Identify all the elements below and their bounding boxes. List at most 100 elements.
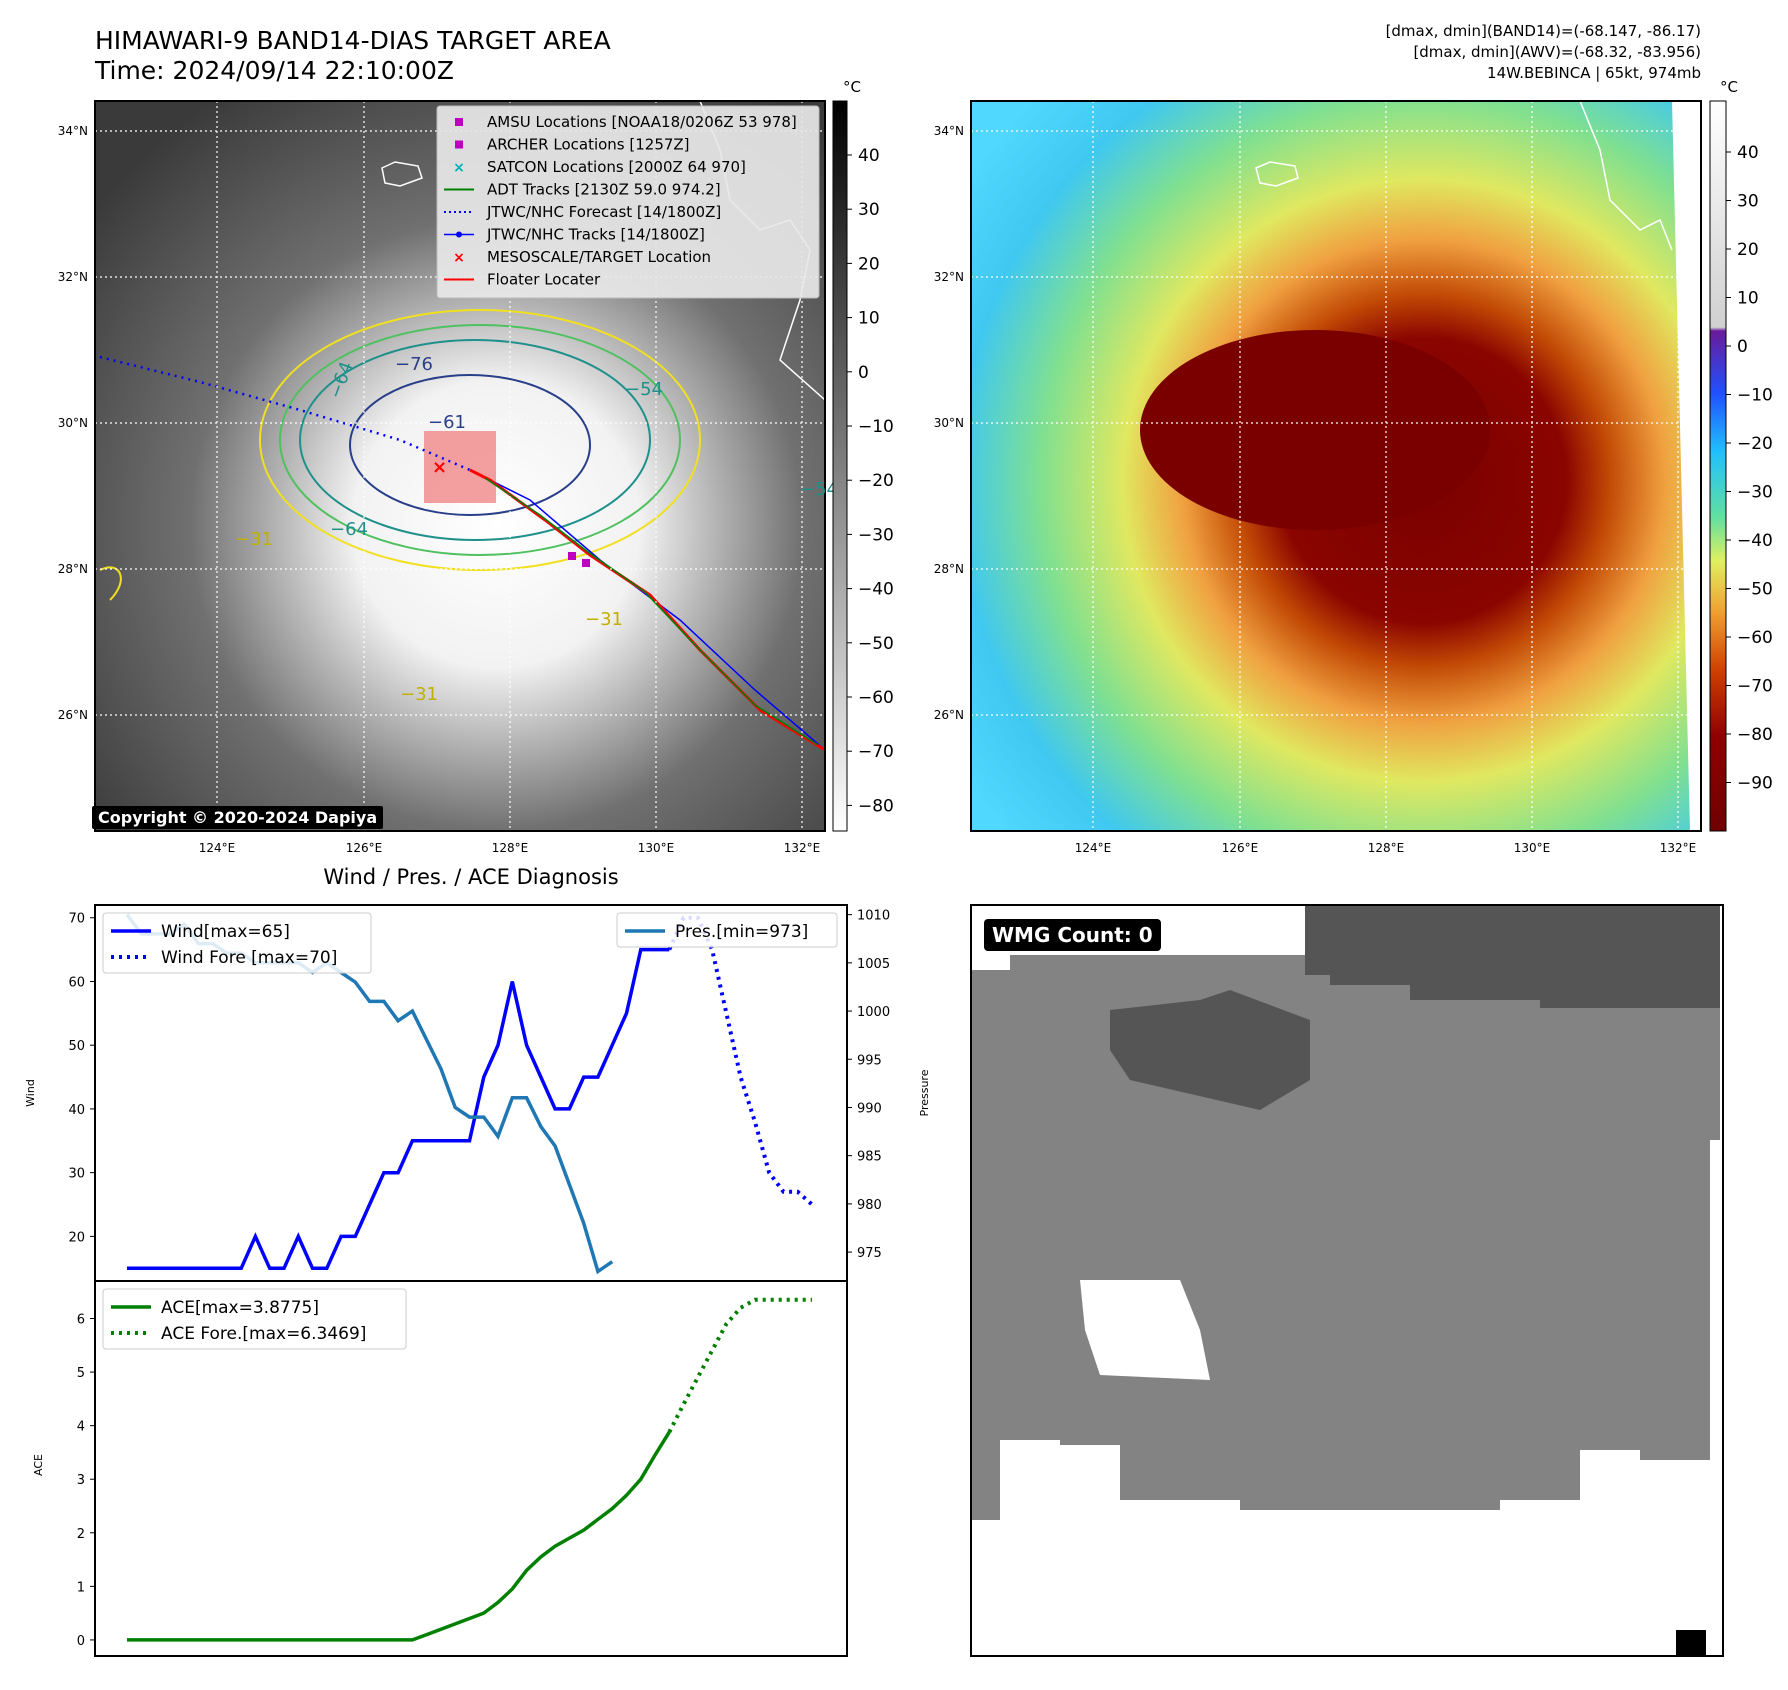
y-right-tick-label: 985	[857, 1150, 882, 1165]
colorbar-tick-label: 0	[858, 363, 869, 383]
colorbar-tick-label: −90	[1737, 774, 1773, 794]
storm-info: 14W.BEBINCA | 65kt, 974mb	[1487, 64, 1701, 82]
jtwc-forecast-track	[99, 355, 471, 472]
coastline-island	[1255, 161, 1299, 187]
lon-tick: 124°E	[1075, 841, 1112, 855]
series-line	[667, 1297, 812, 1434]
colorbar-tick-label: −40	[858, 580, 894, 600]
colorbar-tick-label: −20	[1737, 434, 1773, 454]
contour-yellow	[259, 309, 701, 571]
archer-marker	[582, 559, 590, 567]
wmg-count-badge: WMG Count: 0	[984, 919, 1161, 951]
awv-no-data	[1672, 101, 1701, 831]
y-right-tick-label: 980	[857, 1198, 882, 1213]
contour-label: −54	[800, 479, 838, 500]
legend-marker	[455, 140, 463, 149]
lon-tick: 126°E	[346, 841, 383, 855]
colorbar-tick-label: −50	[858, 634, 894, 654]
coastline-island	[381, 161, 423, 187]
colorbar-tick-label: −30	[858, 525, 894, 545]
lon-tick: 128°E	[492, 841, 529, 855]
lat-tick: 28°N	[58, 562, 88, 576]
lon-tick: 130°E	[638, 841, 675, 855]
colorbar-tick-label: −60	[858, 688, 894, 708]
contour-fragment	[99, 566, 122, 601]
ir-colorbar-ticks: 40 30 20 10 0 −10 −20 −30 −40 −50 −60 −70 −80	[847, 146, 894, 816]
y-tick-label: 2	[77, 1527, 85, 1542]
legend-entry: ACE[max=3.8775]	[161, 1298, 319, 1318]
lon-tick: 128°E	[1368, 841, 1405, 855]
awv-colorbar	[1709, 100, 1727, 832]
contour-navy	[349, 374, 591, 516]
y-right-tick-label: 990	[857, 1101, 882, 1116]
lon-tick: 130°E	[1514, 841, 1551, 855]
y-tick-label: 0	[77, 1634, 85, 1649]
y-tick-label: 40	[68, 1103, 85, 1118]
awv-map-panel: 34°N 32°N 30°N 28°N 26°N 124°E 126°E 128…	[934, 78, 1773, 855]
contour-label: −31	[400, 684, 438, 705]
colorbar-tick-label: −80	[1737, 725, 1773, 745]
awv-frame	[970, 100, 1702, 832]
wmg-black-region	[1676, 1630, 1706, 1656]
wmg-dark-region	[1110, 990, 1310, 1110]
contour-label: −54	[625, 379, 663, 400]
lon-tick: 132°E	[784, 841, 821, 855]
target-marker: ×	[432, 457, 447, 478]
wmg-frame	[970, 904, 1724, 1657]
legend-entry: ACE Fore.[max=6.3469]	[161, 1324, 366, 1344]
dmax-band14-info: [dmax, dmin](BAND14)=(-68.147, -86.17)	[1385, 22, 1701, 40]
lat-tick: 30°N	[934, 416, 964, 430]
colorbar-tick-label: −30	[1737, 483, 1773, 503]
coastline-kyushu	[1579, 101, 1673, 251]
wind-pressure-chart: 20 30 40 50 60 70 975 980 985 990 995 1000 1005 1010 W…	[68, 909, 890, 1275]
legend-entry: SATCON Locations [2000Z 64 970]	[487, 158, 746, 176]
contour-green	[279, 324, 681, 556]
colorbar-tick-label: −70	[858, 742, 894, 762]
y-tick-label: 60	[68, 975, 85, 990]
colorbar-tick-label: 40	[1737, 143, 1759, 163]
chart-legend	[616, 912, 838, 948]
contour-label: −64	[330, 519, 368, 540]
lat-tick: 26°N	[58, 708, 88, 722]
legend-entry: ADT Tracks [2130Z 59.0 974.2]	[487, 181, 721, 199]
dmax-awv-info: [dmax, dmin](AWV)=(-68.32, -83.956)	[1413, 43, 1701, 61]
colorbar-tick-label: −10	[858, 417, 894, 437]
chart-legend	[102, 1288, 407, 1350]
chart-legend	[102, 912, 372, 974]
wmg-panel	[970, 904, 1724, 1657]
contour-label: −31	[235, 529, 273, 550]
y-right-tick-label: 1000	[857, 1005, 890, 1020]
colorbar-tick-label: −50	[1737, 580, 1773, 600]
awv-gridlines	[971, 101, 1701, 831]
legend-marker	[456, 231, 462, 238]
lat-tick: 28°N	[934, 562, 964, 576]
lat-tick: 34°N	[58, 124, 88, 138]
y-tick-label: 3	[77, 1473, 85, 1488]
ir-frame	[94, 100, 826, 832]
legend-entry: Pres.[min=973]	[675, 922, 808, 942]
wmg-clear-region	[1080, 1280, 1210, 1380]
colorbar-tick-label: −40	[1737, 531, 1773, 551]
ace-chart: 0 1 2 3 4 5 6 ACE[max=3.8775] ACE Fore.[max=6.34…	[77, 1288, 812, 1649]
contour-label: −31	[585, 609, 623, 630]
amsu-marker	[568, 552, 576, 560]
ir-colorbar	[832, 100, 848, 832]
ir-colorbar-unit: °C	[843, 78, 861, 96]
legend-marker: ×	[453, 250, 465, 266]
y-tick-label: 70	[68, 912, 85, 927]
legend-entry: AMSU Locations [NOAA18/0206Z 53 978]	[487, 113, 797, 131]
colorbar-tick-label: 40	[858, 146, 880, 166]
legend-entry: Wind[max=65]	[161, 922, 290, 942]
lat-tick: 32°N	[58, 270, 88, 284]
legend-marker: ×	[453, 160, 465, 176]
lon-tick: 126°E	[1222, 841, 1259, 855]
lat-tick: 32°N	[934, 270, 964, 284]
legend-entry: MESOSCALE/TARGET Location	[487, 248, 711, 266]
colorbar-tick-label: 10	[1737, 289, 1759, 309]
series-line	[127, 1431, 671, 1642]
series-line	[127, 947, 670, 1271]
colorbar-tick-label: 10	[858, 309, 880, 329]
lat-tick: 26°N	[934, 708, 964, 722]
legend-entry: Wind Fore [max=70]	[161, 948, 337, 968]
